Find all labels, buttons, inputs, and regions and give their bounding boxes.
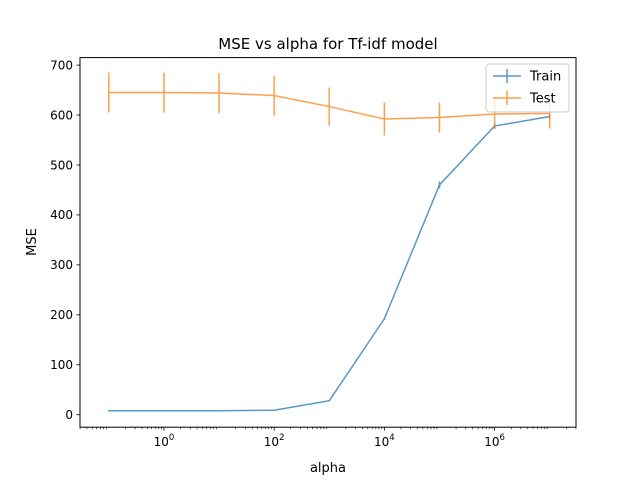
y-tick-label: 200 [50,308,73,322]
x-tick-label: 100 [154,433,175,449]
x-tick-label: 106 [484,433,505,449]
x-tick-exponent: 4 [389,433,394,443]
x-tick-exponent: 0 [169,433,174,443]
data-point [107,91,110,94]
data-point [328,399,331,402]
data-point [273,94,276,97]
legend-label: Train [529,70,561,85]
x-tick-label: 102 [264,433,285,449]
legend-marker-train [493,69,521,83]
y-axis-label: MSE [25,228,40,256]
data-point [328,105,331,108]
plot-area [107,72,551,412]
y-tick-label: 300 [50,258,73,272]
y-tick-label: 100 [50,358,73,372]
x-tick-base: 10 [374,435,389,449]
data-point [163,409,165,412]
data-point [218,92,220,94]
data-point [107,409,110,412]
legend-marker-test [493,91,521,105]
data-point [438,184,441,186]
data-point [383,118,386,120]
y-tick-label: 700 [50,58,73,72]
data-point [218,409,220,412]
data-point [163,91,165,94]
legend-label: Test [529,92,556,107]
x-axis-label: alpha [310,461,346,476]
y-tick-label: 500 [50,158,73,172]
data-point [383,317,386,320]
x-tick-base: 10 [154,435,169,449]
y-tick-label: 0 [65,408,73,422]
series-train [107,114,551,412]
data-point [493,113,496,115]
x-tick-exponent: 6 [500,433,505,443]
x-tick-exponent: 2 [279,433,284,443]
x-tick-base: 10 [264,435,279,449]
x-tick-label: 104 [374,433,395,449]
series-test [107,72,551,136]
chart-title: MSE vs alpha for Tf-idf model [218,35,437,53]
y-tick-label: 600 [50,108,73,122]
data-point [273,409,276,412]
axes-frame [79,57,577,428]
series-line [108,115,550,412]
x-tick-base: 10 [484,435,499,449]
data-point [548,112,551,115]
data-point [438,116,441,119]
y-tick-label: 400 [50,208,73,222]
legend: Train Test [485,63,570,113]
